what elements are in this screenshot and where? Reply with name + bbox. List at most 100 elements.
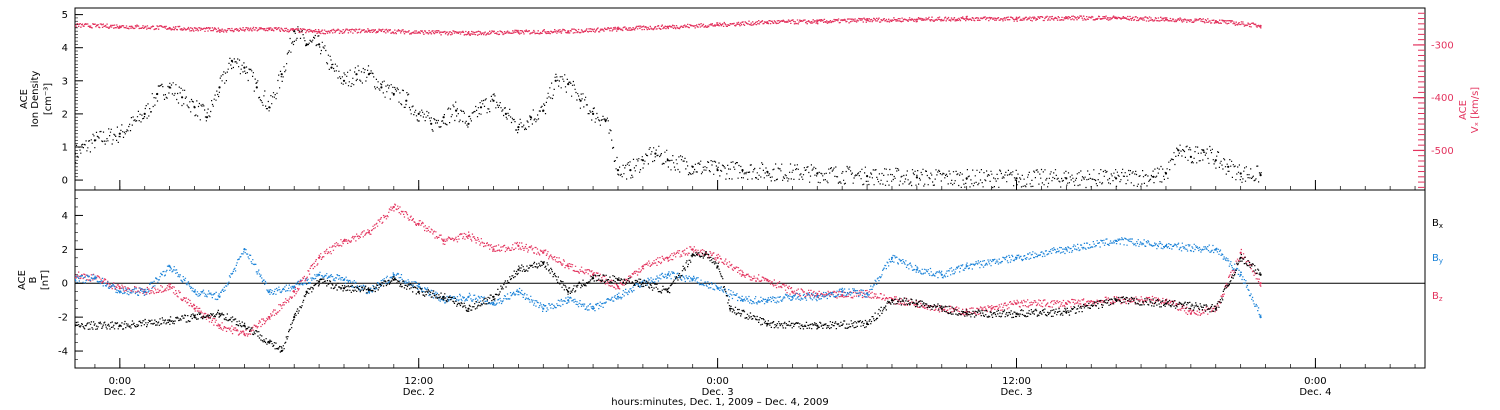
vx-point — [866, 19, 869, 22]
density-point — [1239, 172, 1242, 175]
density-point — [392, 92, 395, 96]
bz-point — [318, 256, 321, 259]
density-point — [430, 122, 433, 125]
density-point — [218, 86, 221, 89]
bz-point — [766, 278, 769, 281]
bx-point — [517, 268, 520, 271]
bx-point — [567, 290, 570, 293]
bx-point — [193, 316, 196, 319]
bx-point — [866, 322, 869, 325]
bz-point — [1015, 302, 1018, 305]
bz-point — [791, 290, 794, 293]
density-point — [529, 116, 532, 119]
density-point — [616, 169, 620, 172]
by-point — [1015, 256, 1018, 259]
bottom-panel-frame — [74, 189, 1426, 369]
density-point — [479, 106, 483, 109]
b-unit-label: [nT] — [40, 270, 51, 290]
vx-point — [1115, 16, 1118, 20]
by-point — [1115, 239, 1118, 242]
bz-point — [841, 294, 844, 297]
vx-label-line2: Vₓ [km/s] — [1470, 87, 1481, 133]
density-point — [965, 177, 968, 180]
vx-point — [75, 24, 77, 27]
density-velocity-panel: 0 1 2 3 4 5 -300 -400 -500 ACE Ion Density [cm⁻… — [19, 7, 1481, 191]
vx-point — [1065, 16, 1068, 20]
density-point — [691, 165, 694, 168]
top-panel-marks — [75, 15, 1262, 189]
density-point — [467, 122, 470, 125]
vx-point — [766, 21, 769, 24]
by-point — [1164, 244, 1168, 247]
vx-point — [218, 29, 221, 32]
density-point — [93, 139, 96, 142]
time-tick-label: 0:00 — [109, 376, 131, 387]
date-tick-label: Dec. 3 — [702, 387, 734, 398]
bz-point — [1239, 251, 1242, 254]
bz-point — [168, 285, 171, 288]
bz-series — [75, 203, 1262, 337]
bz-point — [990, 307, 993, 310]
density-point — [268, 106, 271, 109]
bx-point — [1015, 312, 1018, 315]
density-unit-label: [cm⁻³] — [43, 83, 54, 115]
by-point — [1065, 248, 1068, 251]
by-point — [841, 290, 844, 293]
bx-point — [218, 312, 221, 315]
by-point — [193, 290, 196, 293]
time-tick-label: 12:00 — [1002, 376, 1031, 387]
density-point — [1189, 155, 1192, 158]
bz-point — [1259, 282, 1262, 285]
bz-point — [118, 287, 121, 290]
density-point — [405, 99, 408, 102]
vx-point — [268, 28, 271, 31]
by-point — [666, 273, 669, 276]
bx-point — [1065, 311, 1068, 314]
bx-point — [890, 299, 894, 302]
bz-point — [517, 244, 520, 247]
vx-series — [75, 15, 1262, 36]
density-point — [579, 99, 582, 102]
density-point — [1152, 175, 1155, 178]
density-point — [342, 79, 346, 82]
date-tick-label: Dec. 2 — [403, 387, 435, 398]
magnetic-field-panel: -4 -2 0 2 4 ACE B [nT] Bx By Bz — [17, 189, 1443, 369]
density-point — [542, 109, 545, 112]
vx-point — [517, 31, 520, 34]
bz-point — [492, 248, 495, 251]
bx-point — [1115, 299, 1118, 302]
density-point — [1202, 149, 1205, 152]
bx-point — [940, 307, 943, 310]
b-tick-label: -4 — [58, 347, 68, 358]
vx-point — [1164, 18, 1168, 21]
bz-point — [218, 324, 221, 327]
density-point — [1177, 149, 1180, 152]
bz-point — [741, 273, 744, 276]
density-point — [1227, 165, 1230, 168]
density-point — [1015, 177, 1018, 180]
bx-point — [641, 282, 645, 285]
density-series — [75, 26, 1262, 189]
legend: Bx By Bz — [1432, 218, 1443, 303]
density-point — [492, 99, 495, 102]
bx-point — [305, 290, 308, 293]
by-point — [1214, 248, 1217, 251]
by-point — [915, 268, 919, 271]
density-label-line2: Ion Density — [30, 71, 41, 128]
bx-point — [716, 265, 719, 268]
bx-point — [318, 280, 321, 283]
bz-point — [268, 316, 271, 319]
by-point — [766, 299, 769, 302]
density-point — [504, 112, 507, 115]
by-point — [592, 307, 595, 310]
density-point — [1214, 159, 1217, 162]
by-point — [1239, 273, 1242, 276]
density-point — [629, 169, 632, 172]
bx-point — [293, 316, 296, 319]
by-point — [143, 290, 146, 293]
by-point — [1259, 316, 1262, 319]
bx-point — [118, 324, 121, 327]
by-point — [567, 299, 570, 302]
vx-label-line1: ACE — [1458, 100, 1469, 120]
bz-point — [616, 285, 620, 288]
